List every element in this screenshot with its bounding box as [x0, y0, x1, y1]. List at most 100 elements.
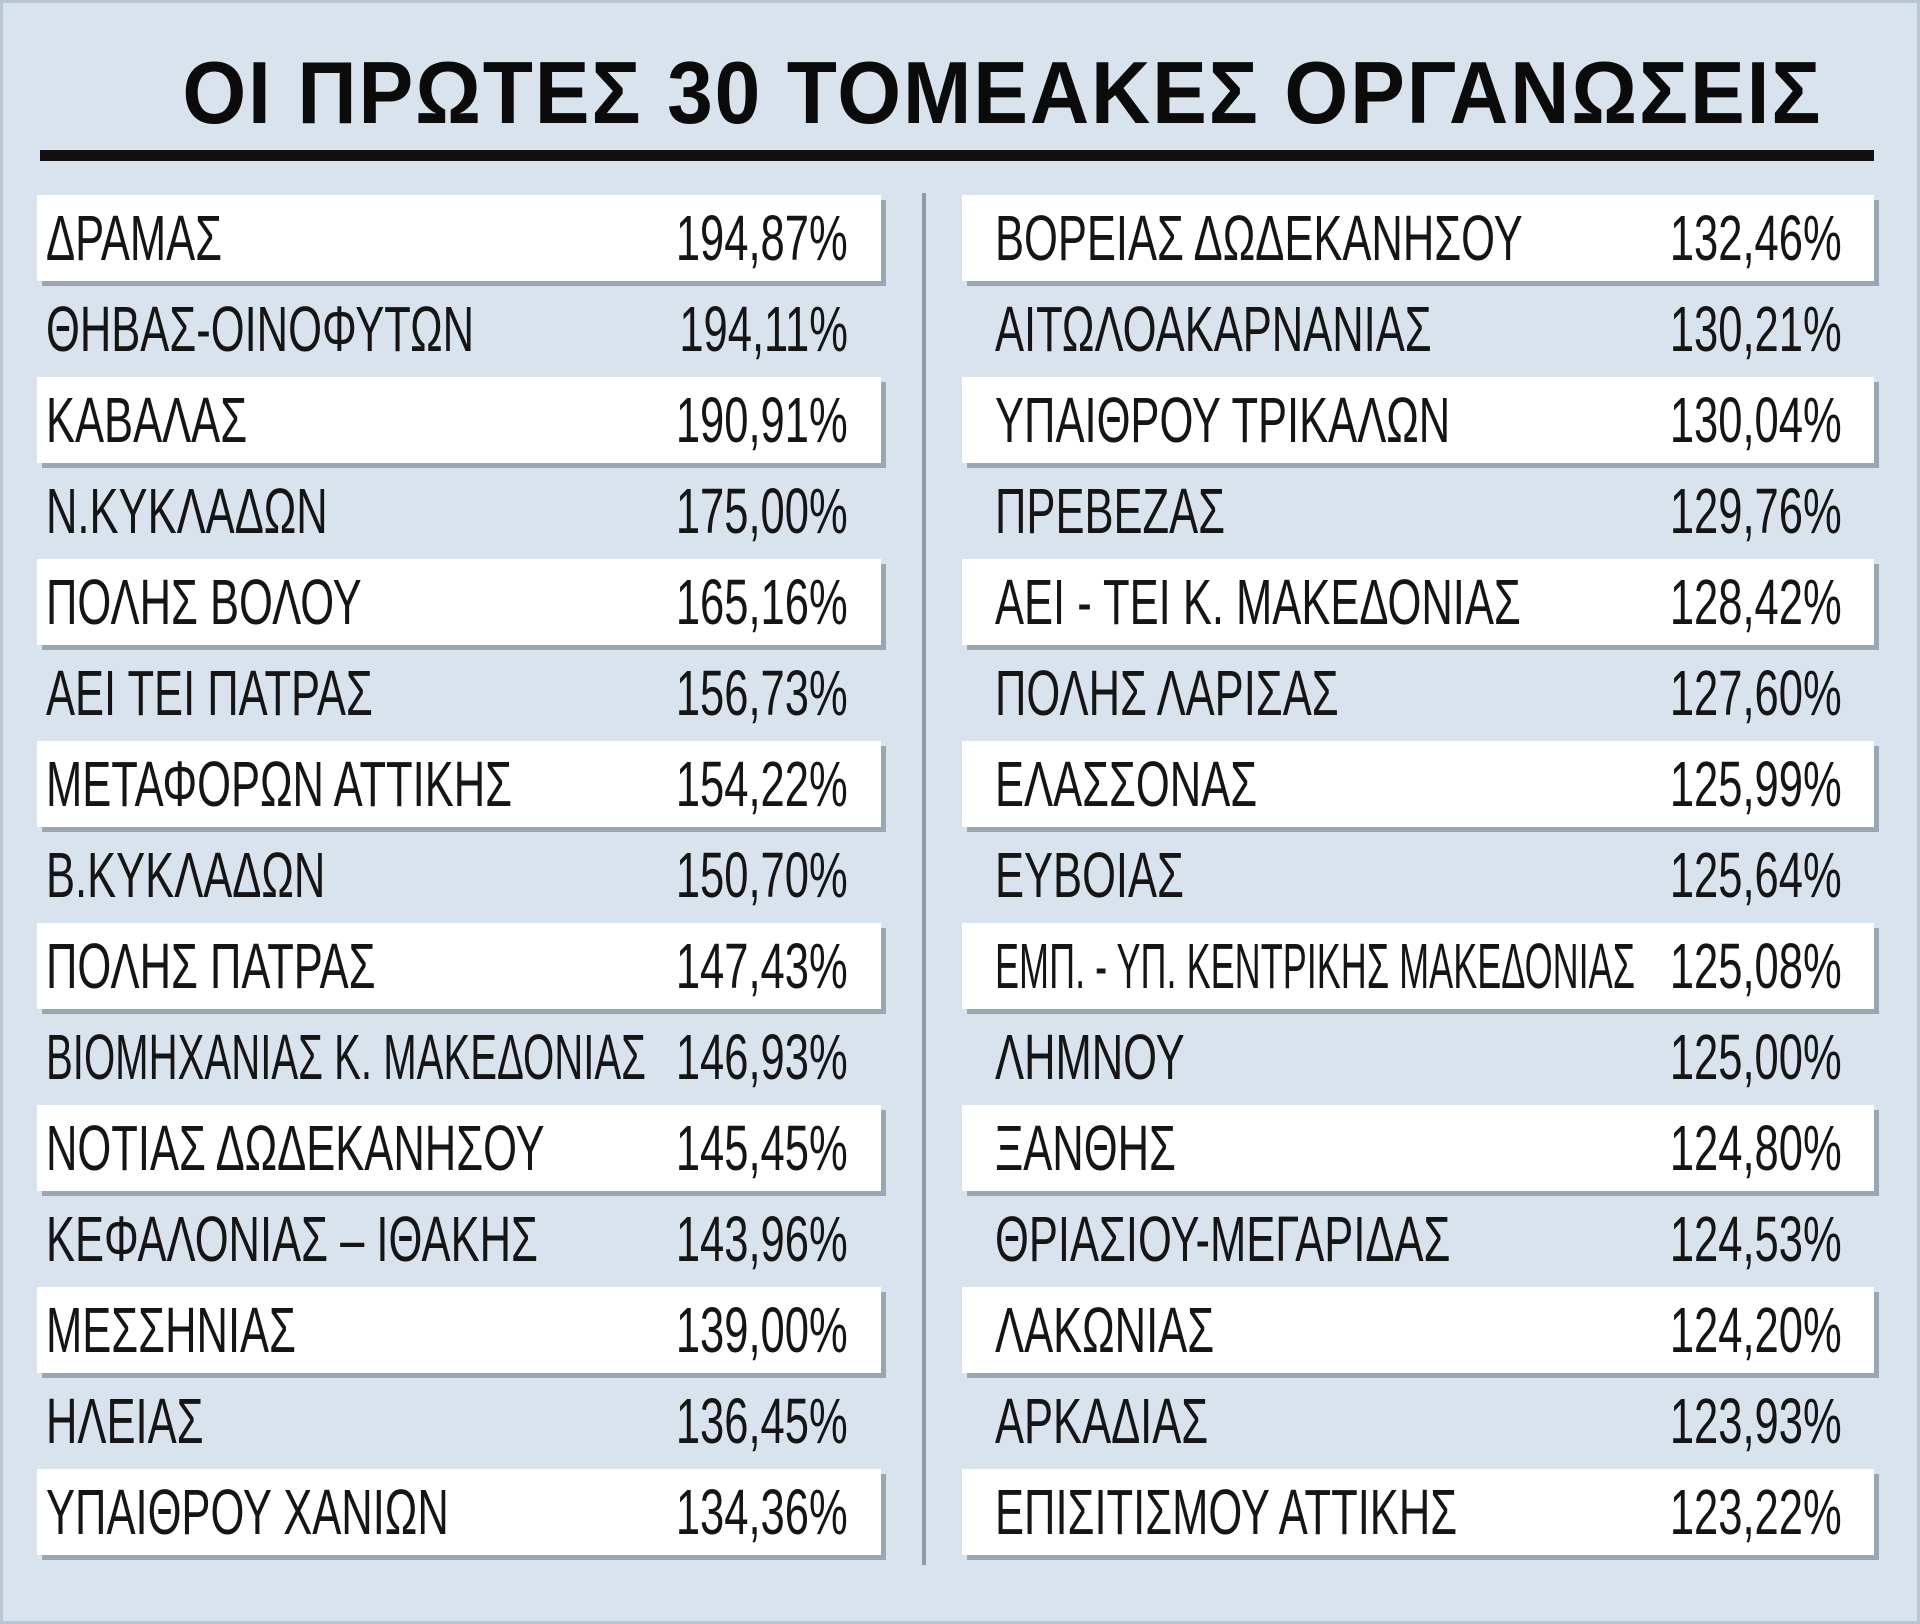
row-value: 147,43%: [595, 923, 848, 1009]
row-name: ΒΟΡΕΙΑΣ ΔΩΔΕΚΑΝΗΣΟΥ: [995, 195, 1771, 281]
row-value-text: 123,93%: [1670, 1385, 1842, 1457]
row-name: ΚΕΦΑΛΟΝΙΑΣ – ΙΘΑΚΗΣ: [46, 1196, 769, 1282]
row-name: ΚΑΒΑΛΑΣ: [46, 377, 342, 463]
table-row: ΕΥΒΟΙΑΣ 125,64%: [962, 832, 1874, 918]
row-value: 130,21%: [1589, 286, 1842, 372]
table-row: ΜΕΤΑΦΟΡΩΝ ΑΤΤΙΚΗΣ 154,22%: [37, 741, 881, 827]
row-value-text: 194,11%: [679, 293, 848, 365]
table-row: ΠΡΕΒΕΖΑΣ 129,76%: [962, 468, 1874, 554]
title-box: ΟΙ ΠΡΩΤΕΣ 30 ΤΟΜΕΑΚΕΣ ΟΡΓΑΝΩΣΕΙΣ: [123, 43, 1820, 143]
row-name-text: ΒΙΟΜΗΧΑΝΙΑΣ Κ. ΜΑΚΕΔΟΝΙΑΣ: [46, 1021, 646, 1093]
table-row: ΘΡΙΑΣΙΟΥ-ΜΕΓΑΡΙΔΑΣ 124,53%: [962, 1196, 1874, 1282]
row-value: 125,00%: [1589, 1014, 1842, 1100]
table-row: ΕΠΙΣΙΤΙΣΜΟΥ ΑΤΤΙΚΗΣ 123,22%: [962, 1469, 1874, 1555]
row-value-text: 130,04%: [1670, 384, 1842, 456]
row-value-text: 123,22%: [1670, 1476, 1842, 1548]
row-name: ΘΗΒΑΣ-ΟΙΝΟΦΥΤΩΝ: [46, 286, 676, 372]
table-row: ΚΕΦΑΛΟΝΙΑΣ – ΙΘΑΚΗΣ 143,96%: [37, 1196, 881, 1282]
row-name: ΠΡΕΒΕΖΑΣ: [995, 468, 1333, 554]
row-value-text: 145,45%: [676, 1112, 848, 1184]
row-name: ΠΟΛΗΣ ΒΟΛΟΥ: [46, 559, 510, 645]
row-name-text: ΠΟΛΗΣ ΠΑΤΡΑΣ: [46, 930, 376, 1002]
row-value-text: 132,46%: [1670, 202, 1842, 274]
row-value-text: 154,22%: [676, 748, 848, 820]
row-value-text: 125,08%: [1670, 930, 1842, 1002]
table-row: ΠΟΛΗΣ ΒΟΛΟΥ 165,16%: [37, 559, 881, 645]
row-name-text: ΞΑΝΘΗΣ: [995, 1112, 1176, 1184]
table-row: ΠΟΛΗΣ ΛΑΡΙΣΑΣ 127,60%: [962, 650, 1874, 736]
row-value: 124,80%: [1589, 1105, 1842, 1191]
row-value: 132,46%: [1589, 195, 1842, 281]
row-value: 136,45%: [595, 1378, 848, 1464]
row-name: ΠΟΛΗΣ ΠΑΤΡΑΣ: [46, 923, 531, 1009]
row-name-text: Β.ΚΥΚΛΑΔΩΝ: [46, 839, 326, 911]
title: ΟΙ ΠΡΩΤΕΣ 30 ΤΟΜΕΑΚΕΣ ΟΡΓΑΝΩΣΕΙΣ: [182, 43, 1823, 142]
table-row: ΑΙΤΩΛΟΑΚΑΡΝΑΝΙΑΣ 130,21%: [962, 286, 1874, 372]
row-name-text: ΑΕΙ - ΤΕΙ Κ. ΜΑΚΕΔΟΝΙΑΣ: [995, 566, 1521, 638]
table-row: ΕΛΑΣΣΟΝΑΣ 125,99%: [962, 741, 1874, 827]
row-value-text: 130,21%: [1670, 293, 1842, 365]
row-value: 150,70%: [595, 832, 848, 918]
row-value: 190,91%: [595, 377, 848, 463]
row-value: 165,16%: [595, 559, 848, 645]
row-value: 134,36%: [595, 1469, 848, 1555]
row-name-text: ΝΟΤΙΑΣ ΔΩΔΕΚΑΝΗΣΟΥ: [46, 1112, 545, 1184]
table-row: ΑΕΙ - ΤΕΙ Κ. ΜΑΚΕΔΟΝΙΑΣ 128,42%: [962, 559, 1874, 645]
table-row: ΒΙΟΜΗΧΑΝΙΑΣ Κ. ΜΑΚΕΔΟΝΙΑΣ 146,93%: [37, 1014, 881, 1100]
row-value: 139,00%: [595, 1287, 848, 1373]
column-divider: [922, 193, 926, 1565]
table-row: ΥΠΑΙΘΡΟΥ ΤΡΙΚΑΛΩΝ 130,04%: [962, 377, 1874, 463]
row-name-text: ΕΜΠ. - ΥΠ. ΚΕΝΤΡΙΚΗΣ ΜΑΚΕΔΟΝΙΑΣ: [995, 930, 1635, 1002]
row-name-text: ΛΗΜΝΟΥ: [995, 1021, 1185, 1093]
table-row: ΛΗΜΝΟΥ 125,00%: [962, 1014, 1874, 1100]
row-value-text: 136,45%: [676, 1385, 848, 1457]
row-value: 125,64%: [1589, 832, 1842, 918]
row-value: 194,11%: [600, 286, 848, 372]
row-name: Ν.ΚΥΚΛΑΔΩΝ: [46, 468, 460, 554]
row-name-text: ΑΕΙ ΤΕΙ ΠΑΤΡΑΣ: [46, 657, 373, 729]
row-name-text: ΚΕΦΑΛΟΝΙΑΣ – ΙΘΑΚΗΣ: [46, 1203, 538, 1275]
row-name: ΜΕΤΑΦΟΡΩΝ ΑΤΤΙΚΗΣ: [46, 741, 731, 827]
row-name-text: ΠΟΛΗΣ ΒΟΛΟΥ: [46, 566, 362, 638]
row-value: 175,00%: [595, 468, 848, 554]
row-value-text: 143,96%: [676, 1203, 848, 1275]
row-name-text: ΕΥΒΟΙΑΣ: [995, 839, 1184, 911]
row-value-text: 156,73%: [676, 657, 848, 729]
table-row: ΗΛΕΙΑΣ 136,45%: [37, 1378, 881, 1464]
table-row: ΜΕΣΣΗΝΙΑΣ 139,00%: [37, 1287, 881, 1373]
row-value-text: 124,53%: [1670, 1203, 1842, 1275]
row-value: 124,53%: [1589, 1196, 1842, 1282]
row-value-text: 134,36%: [676, 1476, 848, 1548]
title-rule: [40, 150, 1874, 161]
table-row: Β.ΚΥΚΛΑΔΩΝ 150,70%: [37, 832, 881, 918]
row-value: 156,73%: [595, 650, 848, 736]
row-name: ΘΡΙΑΣΙΟΥ-ΜΕΓΑΡΙΔΑΣ: [995, 1196, 1665, 1282]
row-value: 124,20%: [1589, 1287, 1842, 1373]
row-value-text: 147,43%: [676, 930, 848, 1002]
row-name-text: ΛΑΚΩΝΙΑΣ: [995, 1294, 1215, 1366]
table-row: ΑΕΙ ΤΕΙ ΠΑΤΡΑΣ 156,73%: [37, 650, 881, 736]
row-value-text: 150,70%: [676, 839, 848, 911]
row-name: ΑΕΙ ΤΕΙ ΠΑΤΡΑΣ: [46, 650, 527, 736]
row-value-text: 165,16%: [676, 566, 848, 638]
table-row: ΔΡΑΜΑΣ 194,87%: [37, 195, 881, 281]
row-value-text: 128,42%: [1670, 566, 1842, 638]
table-row: ΝΟΤΙΑΣ ΔΩΔΕΚΑΝΗΣΟΥ 145,45%: [37, 1105, 881, 1191]
row-name-text: ΠΟΛΗΣ ΛΑΡΙΣΑΣ: [995, 657, 1339, 729]
row-name: ΑΕΙ - ΤΕΙ Κ. ΜΑΚΕΔΟΝΙΑΣ: [995, 559, 1768, 645]
row-value-text: 125,00%: [1670, 1021, 1842, 1093]
row-value-text: 194,87%: [676, 202, 848, 274]
row-name-text: ΥΠΑΙΘΡΟΥ ΤΡΙΚΑΛΩΝ: [995, 384, 1451, 456]
row-name: ΑΡΚΑΔΙΑΣ: [995, 1378, 1309, 1464]
row-name-text: ΕΛΑΣΣΟΝΑΣ: [995, 748, 1258, 820]
row-name: ΕΛΑΣΣΟΝΑΣ: [995, 741, 1381, 827]
table-row: ΘΗΒΑΣ-ΟΙΝΟΦΥΤΩΝ 194,11%: [37, 286, 881, 372]
row-value-text: 124,80%: [1670, 1112, 1842, 1184]
row-value: 125,99%: [1589, 741, 1842, 827]
row-name: ΑΙΤΩΛΟΑΚΑΡΝΑΝΙΑΣ: [995, 286, 1637, 372]
table-row: ΞΑΝΘΗΣ 124,80%: [962, 1105, 1874, 1191]
row-name-text: ΕΠΙΣΙΤΙΣΜΟΥ ΑΤΤΙΚΗΣ: [995, 1476, 1458, 1548]
row-name-text: ΔΡΑΜΑΣ: [46, 202, 223, 274]
table-row: ΛΑΚΩΝΙΑΣ 124,20%: [962, 1287, 1874, 1373]
